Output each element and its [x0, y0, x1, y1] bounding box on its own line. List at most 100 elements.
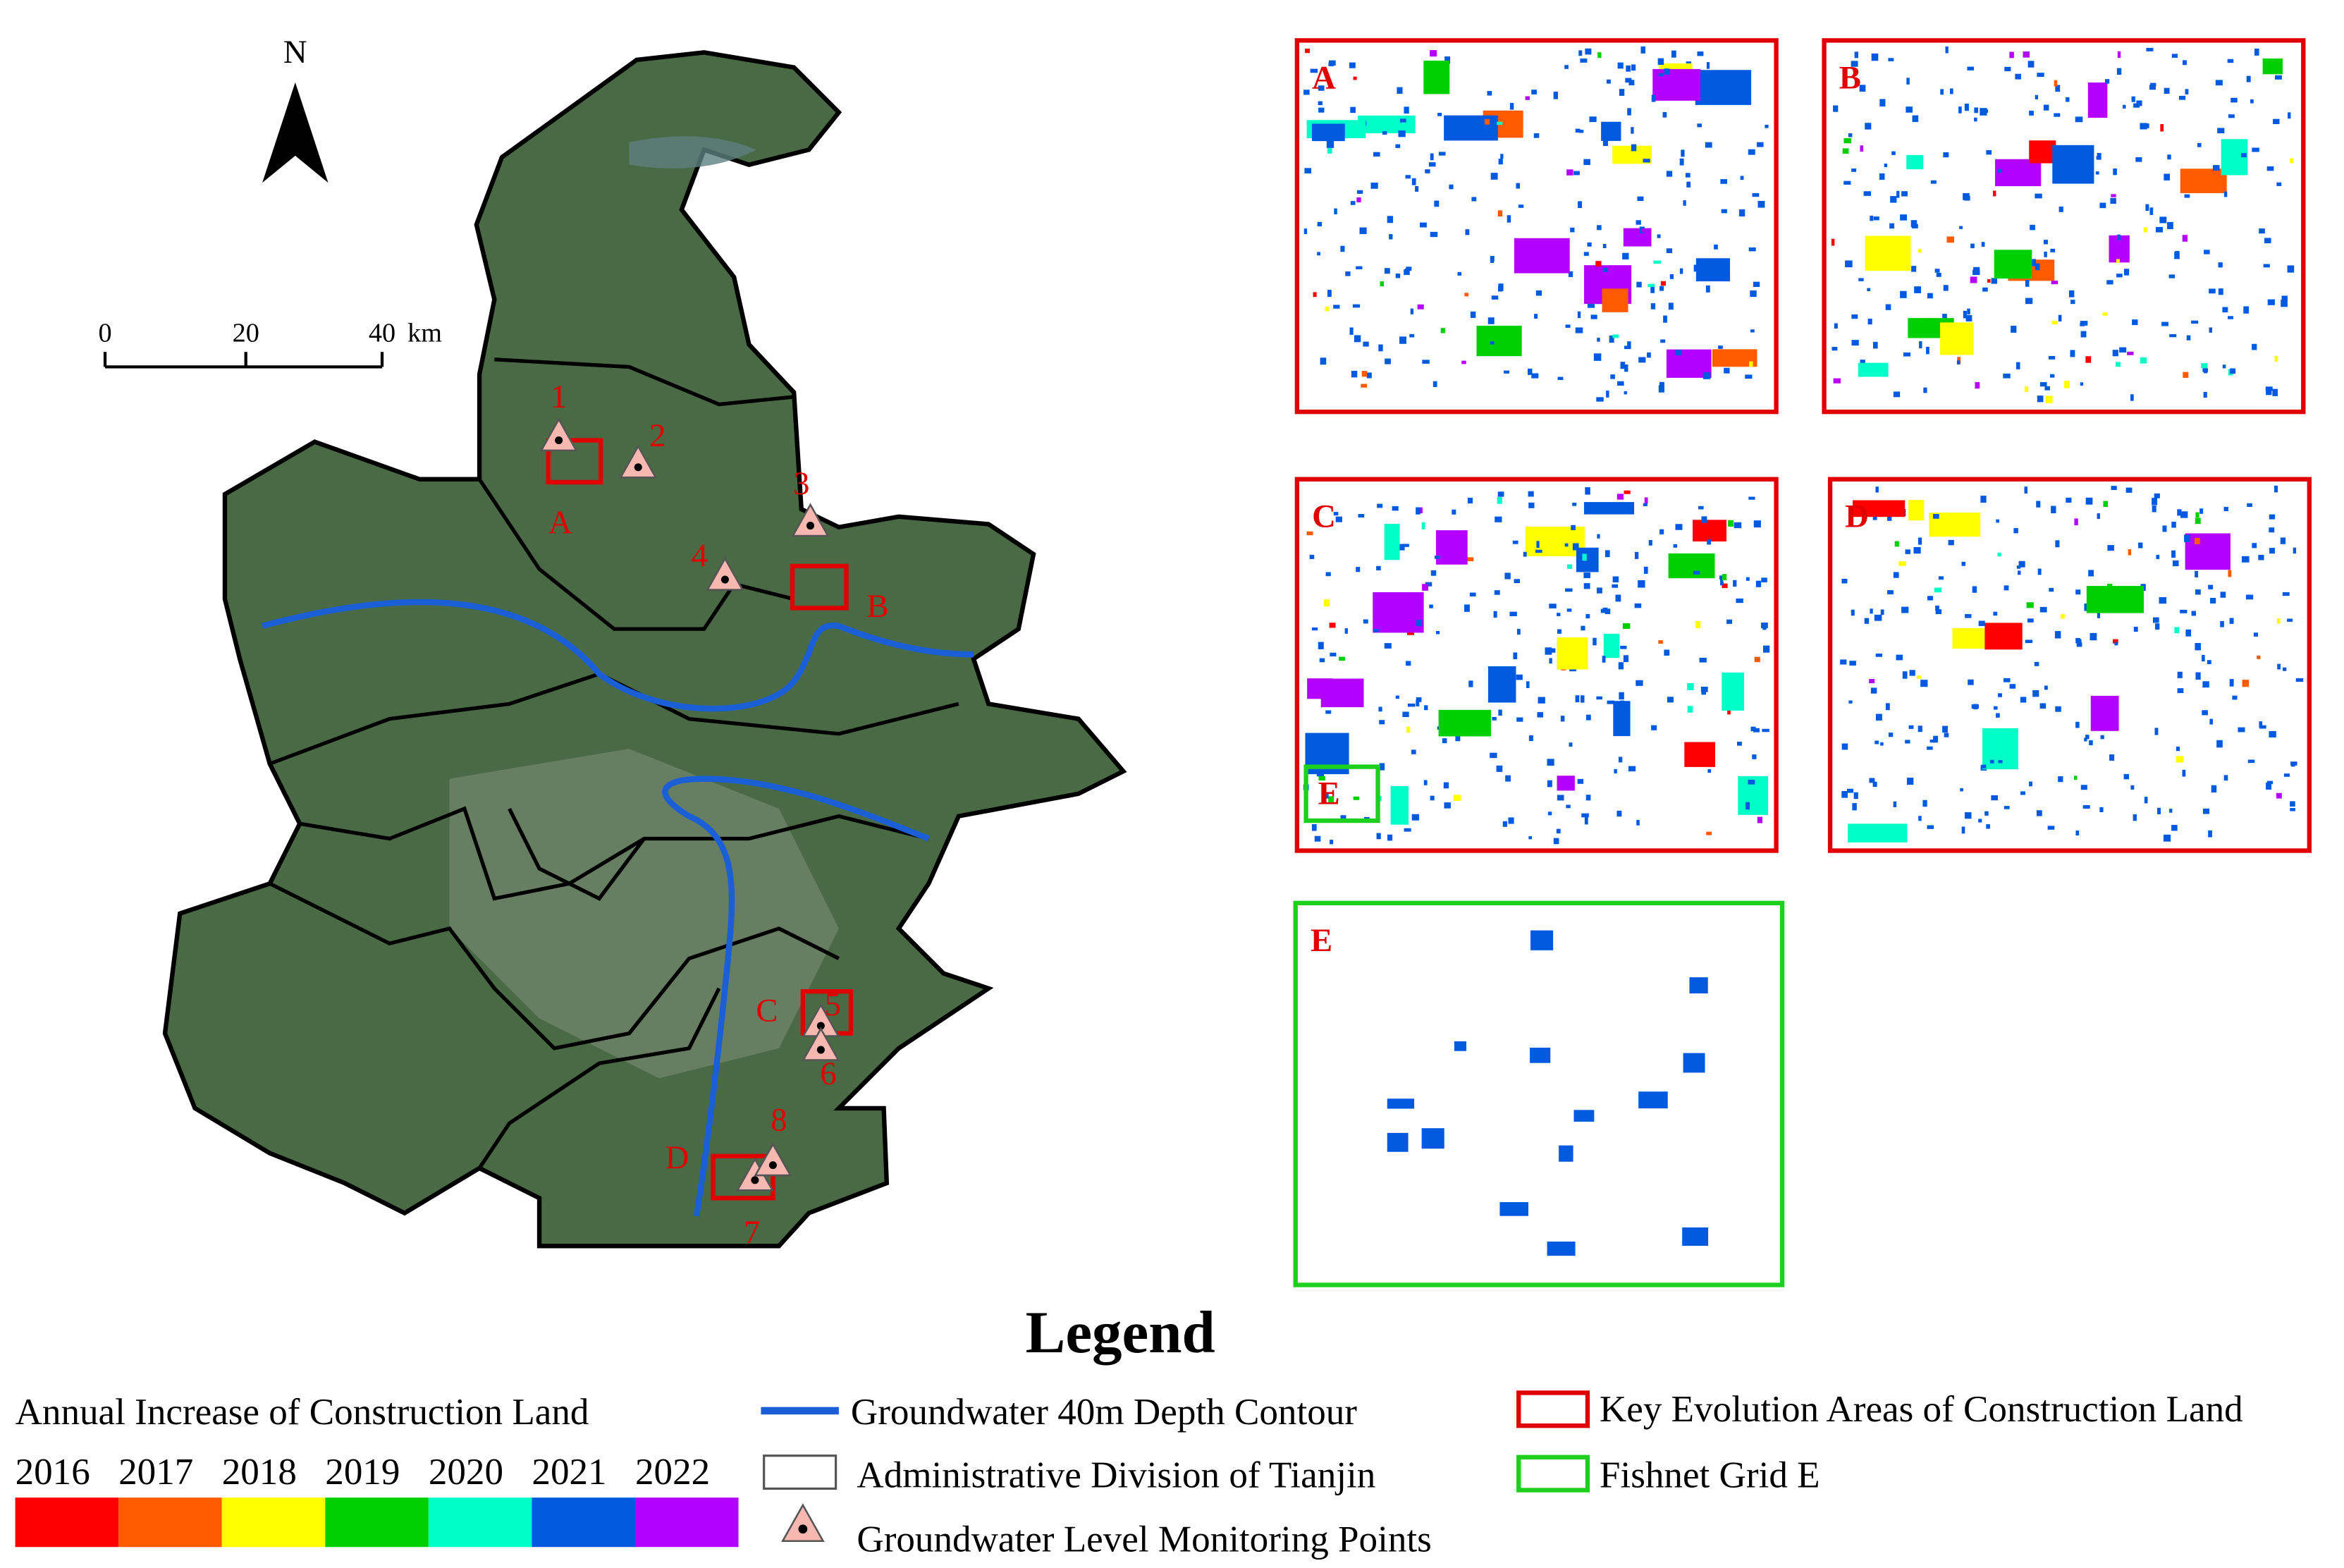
land-patch: [1851, 340, 1859, 346]
land-patch: [1638, 580, 1645, 588]
land-patch: [1495, 516, 1502, 522]
land-patch: [1493, 611, 1497, 618]
land-patch: [1870, 608, 1873, 614]
land-patch: [2182, 769, 2186, 777]
land-patch: [1585, 613, 1590, 618]
tianjin-area: [162, 50, 1127, 1249]
land-patch: [1504, 572, 1511, 580]
land-patch: [2180, 511, 2188, 518]
land-patch: [1943, 152, 1949, 158]
land-patch: [1573, 1110, 1595, 1122]
year-swatch: [428, 1497, 532, 1548]
land-patch: [1487, 317, 1495, 324]
land-patch: [1318, 85, 1325, 91]
land-patch: [1888, 58, 1894, 61]
land-patch: [2050, 248, 2056, 252]
land-patch: [1636, 819, 1640, 826]
land-patch: [2269, 514, 2276, 520]
land-patch: [2075, 162, 2081, 166]
land-patch: [1438, 152, 1446, 156]
land-patch: [1350, 106, 1356, 114]
land-patch: [1745, 374, 1753, 379]
land-patch: [2084, 737, 2087, 742]
land-patch: [1317, 252, 1320, 256]
land-patch: [1879, 173, 1885, 180]
land-patch: [1657, 58, 1664, 65]
land-patch: [1352, 304, 1361, 308]
land-patch: [1356, 266, 1363, 269]
land-patch: [1601, 121, 1621, 141]
land-patch: [1893, 801, 1897, 807]
land-patch: [1516, 717, 1523, 722]
land-patch: [1994, 706, 1998, 710]
monitoring-point-label: 4: [692, 537, 708, 574]
land-patch: [2246, 75, 2251, 82]
land-patch: [2252, 343, 2257, 350]
land-patch: [2119, 347, 2127, 353]
land-patch: [1547, 811, 1552, 816]
land-patch: [1927, 596, 1933, 601]
land-patch: [2082, 805, 2090, 809]
land-patch: [1358, 115, 1416, 134]
land-patch: [1575, 128, 1581, 133]
land-patch: [1361, 371, 1368, 377]
land-patch: [1617, 62, 1624, 69]
land-patch: [1498, 709, 1502, 716]
land-patch: [1466, 557, 1474, 562]
land-patch: [1992, 190, 1996, 197]
legend-label: Groundwater 40m Depth Contour: [851, 1392, 1357, 1433]
land-patch: [2113, 168, 2117, 176]
land-patch: [1584, 817, 1588, 825]
panel-label: D: [1845, 498, 1869, 535]
land-patch: [1984, 811, 1989, 816]
land-patch: [1885, 304, 1891, 310]
land-patch: [1896, 654, 1903, 661]
land-patch: [1356, 197, 1361, 202]
land-patch: [1643, 566, 1648, 574]
land-patch: [1675, 350, 1682, 355]
land-patch: [1438, 709, 1492, 737]
land-patch: [1356, 567, 1361, 572]
land-patch: [1967, 308, 1970, 314]
land-patch: [2240, 153, 2247, 158]
land-patch: [1975, 381, 1980, 389]
land-patch: [1910, 220, 1917, 228]
land-patch: [2140, 357, 2147, 364]
land-patch: [1434, 200, 1440, 207]
fishnet-symbol: [1516, 1454, 1590, 1493]
monitoring-point-label: 1: [551, 379, 567, 415]
land-patch: [1416, 619, 1423, 627]
land-patch: [1316, 758, 1320, 764]
land-patch: [1852, 803, 1857, 811]
land-patch: [2047, 826, 2055, 830]
land-patch: [1831, 346, 1838, 351]
land-patch: [2160, 123, 2164, 132]
land-patch: [1330, 840, 1334, 845]
land-patch: [1416, 699, 1420, 706]
land-patch: [1585, 487, 1590, 495]
land-patch: [1614, 768, 1617, 773]
land-patch: [2105, 79, 2110, 84]
land-patch: [1320, 357, 1327, 365]
land-patch: [2110, 197, 2116, 204]
land-patch: [2088, 570, 2094, 577]
land-patch: [1316, 773, 1324, 777]
admin-boundary: [477, 987, 721, 1170]
land-patch: [1865, 235, 1911, 271]
land-patch: [1737, 742, 1742, 746]
land-patch: [2208, 584, 2214, 589]
land-patch: [2269, 527, 2275, 533]
land-patch: [2015, 73, 2021, 80]
land-patch: [1590, 314, 1597, 319]
land-patch: [2020, 697, 2027, 703]
land-patch: [1894, 541, 1899, 547]
land-patch: [2191, 611, 2197, 616]
land-patch: [2058, 206, 2063, 212]
land-patch: [1752, 192, 1760, 197]
land-patch: [2266, 389, 2272, 396]
land-patch: [1741, 82, 1746, 90]
year-label: 2018: [222, 1452, 297, 1493]
land-patch: [1538, 697, 1545, 704]
land-patch: [1378, 706, 1382, 712]
land-patch: [1733, 580, 1737, 587]
